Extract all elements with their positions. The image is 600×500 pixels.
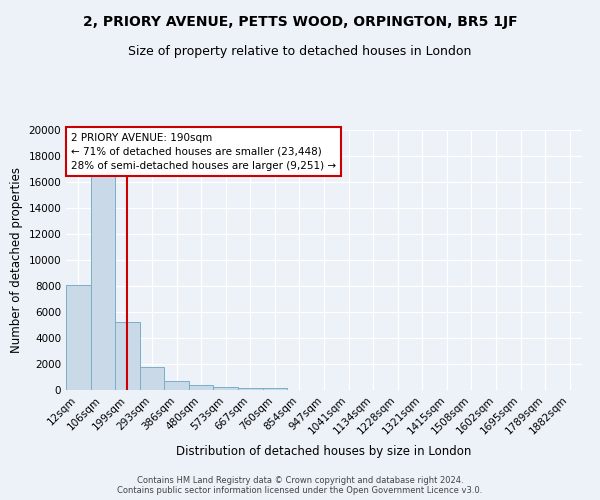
Bar [189, 386, 214, 390]
Bar [91, 174, 115, 390]
X-axis label: Distribution of detached houses by size in London: Distribution of detached houses by size … [176, 444, 472, 458]
Bar [115, 322, 140, 390]
Bar [66, 286, 91, 390]
Text: Contains HM Land Registry data © Crown copyright and database right 2024.
Contai: Contains HM Land Registry data © Crown c… [118, 476, 482, 495]
Bar [238, 388, 263, 390]
Bar [263, 388, 287, 390]
Text: 2 PRIORY AVENUE: 190sqm
← 71% of detached houses are smaller (23,448)
28% of sem: 2 PRIORY AVENUE: 190sqm ← 71% of detache… [71, 132, 336, 170]
Y-axis label: Number of detached properties: Number of detached properties [10, 167, 23, 353]
Bar [140, 367, 164, 390]
Text: Size of property relative to detached houses in London: Size of property relative to detached ho… [128, 45, 472, 58]
Bar [214, 388, 238, 390]
Text: 2, PRIORY AVENUE, PETTS WOOD, ORPINGTON, BR5 1JF: 2, PRIORY AVENUE, PETTS WOOD, ORPINGTON,… [83, 15, 517, 29]
Bar [164, 381, 189, 390]
